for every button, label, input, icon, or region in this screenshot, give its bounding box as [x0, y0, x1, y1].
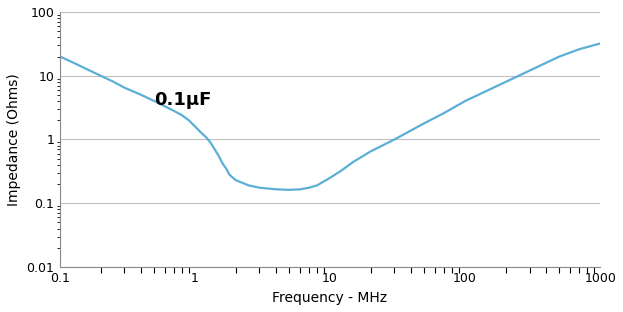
Text: 0.1μF: 0.1μF: [155, 91, 212, 109]
X-axis label: Frequency - MHz: Frequency - MHz: [272, 291, 388, 305]
Y-axis label: Impedance (Ohms): Impedance (Ohms): [7, 73, 21, 206]
